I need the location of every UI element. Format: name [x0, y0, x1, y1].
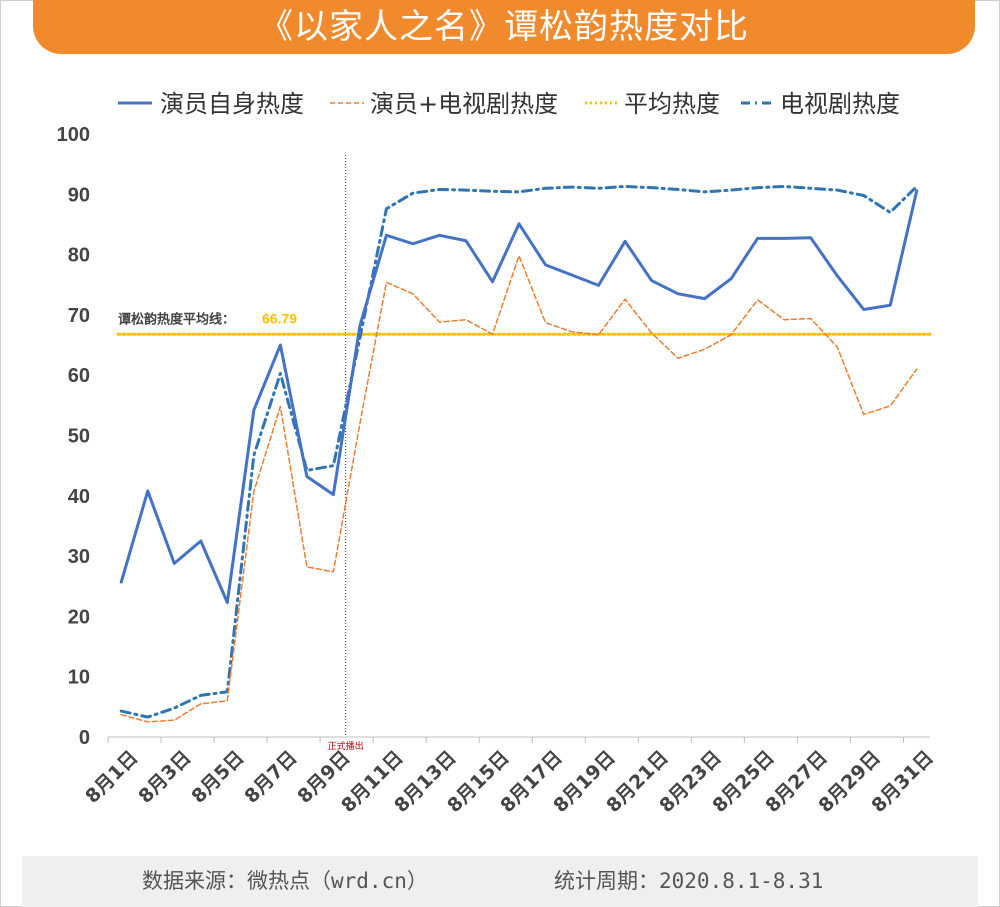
legend-actor-plus-tv-label: 演员+电视剧热度: [370, 90, 558, 118]
data-source-text: 数据来源：微热点（wrd.cn）: [142, 869, 428, 893]
x-tick-label: 8月5日: [187, 747, 248, 808]
y-tick-label: 60: [68, 365, 90, 387]
statistics-period-text: 统计周期：2020.8.1-8.31: [554, 869, 824, 893]
average-value: 66.79: [262, 310, 297, 326]
y-tick-label: 80: [68, 245, 90, 267]
series-actor-plus-tv-line: [120, 255, 918, 723]
y-tick-label: 90: [68, 184, 90, 206]
y-tick-label: 50: [68, 426, 90, 448]
y-tick-label: 100: [57, 124, 90, 146]
x-tick-label: 8月7日: [240, 747, 301, 808]
line-chart: 01020304050607080901008月1日8月3日8月5日8月7日8月…: [57, 90, 938, 817]
title-bar: 《以家人之名》谭松韵热度对比: [33, 0, 975, 54]
y-tick-label: 40: [68, 486, 90, 508]
legend-actor-label: 演员自身热度: [160, 90, 304, 118]
series-tv-line: [119, 184, 919, 719]
legend-tv-label: 电视剧热度: [780, 90, 900, 118]
y-tick-label: 10: [68, 667, 90, 689]
x-tick-label: 8月1日: [81, 747, 142, 808]
chart-title: 《以家人之名》谭松韵热度对比: [259, 7, 749, 47]
x-tick-label: 8月3日: [134, 747, 195, 808]
premiere-label: 正式播出: [328, 740, 364, 752]
series-actor-line: [119, 189, 919, 605]
footer: 数据来源：微热点（wrd.cn） 统计周期：2020.8.1-8.31: [22, 856, 978, 907]
y-tick-label: 20: [68, 606, 90, 628]
average-label: 谭松韵热度平均线：: [118, 311, 235, 327]
y-tick-label: 0: [79, 727, 90, 749]
legend-average-label: 平均热度: [624, 90, 720, 118]
y-tick-label: 30: [68, 546, 90, 568]
y-tick-label: 70: [68, 305, 90, 327]
